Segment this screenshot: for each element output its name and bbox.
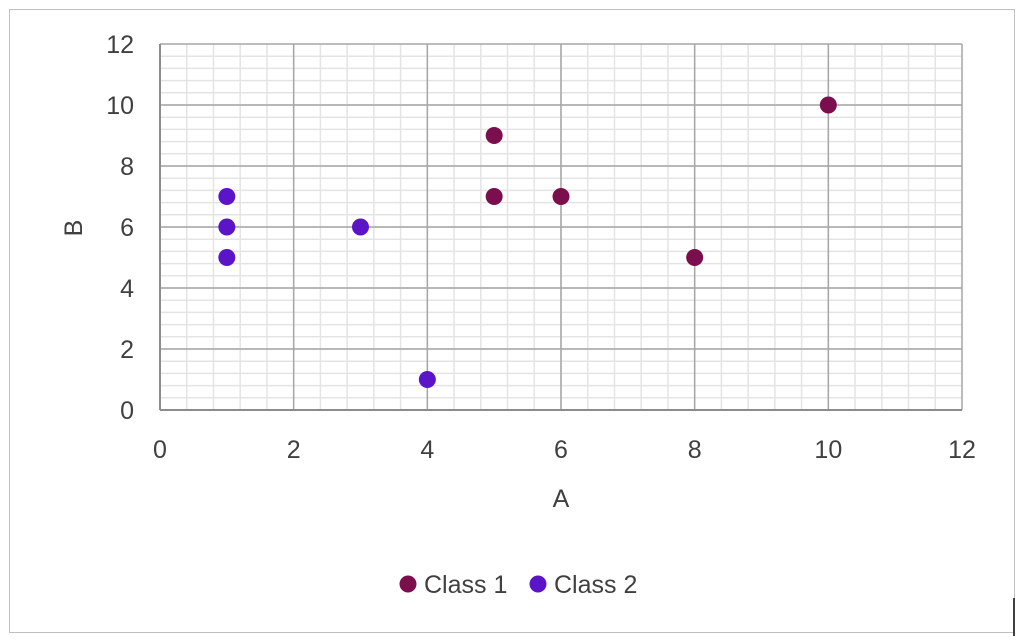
x-tick-label: 12 [948, 436, 976, 464]
point-series-2 [218, 249, 236, 266]
y-tick-label: 10 [106, 92, 134, 120]
legend: Class 1 Class 2 [399, 571, 637, 599]
x-tick-label: 6 [554, 436, 568, 464]
x-tick-label: 10 [814, 436, 842, 464]
point-series-1 [485, 127, 503, 144]
legend-marker-series-1 [399, 575, 417, 593]
grid-lines [160, 43, 963, 410]
x-tick-label: 2 [287, 436, 301, 464]
x-tick-label: 0 [153, 436, 167, 464]
point-series-2 [218, 188, 236, 205]
chart-area [9, 9, 1015, 633]
y-tick-label: 0 [120, 397, 134, 425]
y-tick-label: 12 [106, 31, 134, 59]
x-axis-title: A [553, 485, 570, 513]
y-axis-title: B [60, 220, 88, 237]
point-series-2 [418, 371, 436, 388]
data-points [218, 96, 837, 388]
x-tick-label: 8 [688, 436, 702, 464]
legend-label-series-2: Class 2 [554, 571, 637, 599]
point-series-1 [686, 249, 704, 266]
point-series-1 [485, 188, 503, 205]
y-tick-label: 6 [120, 214, 134, 242]
point-series-2 [352, 218, 369, 236]
tick-labels: 0 2 4 6 8 10 12 0 2 4 6 8 10 12 [106, 31, 976, 464]
axes [159, 44, 962, 411]
point-series-2 [218, 218, 236, 236]
y-tick-label: 8 [120, 153, 134, 181]
point-series-1 [552, 188, 570, 205]
x-tick-label: 4 [420, 436, 434, 464]
y-tick-label: 2 [120, 336, 134, 364]
y-tick-label: 4 [120, 275, 134, 303]
legend-label-series-1: Class 1 [424, 571, 507, 599]
legend-marker-series-2 [529, 575, 547, 593]
point-series-1 [819, 96, 837, 114]
edge-marker [1013, 598, 1015, 636]
